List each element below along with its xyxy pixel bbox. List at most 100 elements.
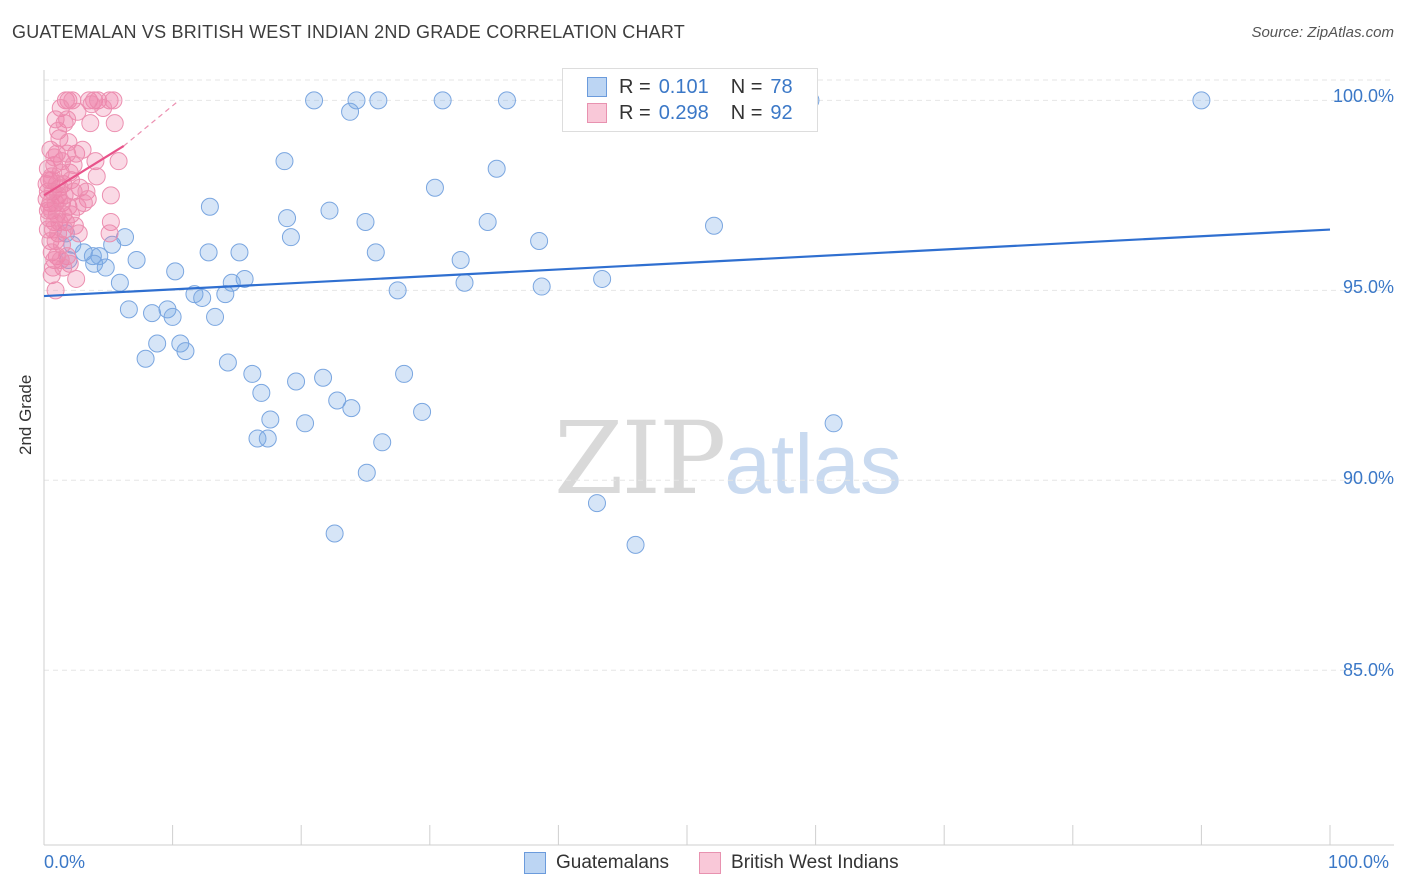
guatemalan-point [218, 353, 237, 372]
legend-n-label: N = [730, 101, 763, 124]
guatemalan-point [356, 212, 375, 231]
guatemalan-point [287, 372, 306, 391]
series-legend: Guatemalans British West Indians [524, 852, 929, 874]
guatemalan-point [357, 463, 376, 482]
guatemalan-point [626, 535, 645, 554]
guatemalan-point [328, 391, 347, 410]
guatemalan-point [148, 334, 167, 353]
legend-swatch-pink [587, 103, 607, 123]
legend-label: British West Indians [731, 852, 899, 873]
guatemalan-point [143, 304, 162, 323]
guatemalan-point [425, 178, 444, 197]
legend-n-label: N = [730, 75, 763, 98]
british-west-indian-point [51, 98, 70, 117]
guatemalan-point [1192, 91, 1211, 110]
british-west-indian-point [45, 250, 64, 269]
guatemalan-point [199, 243, 218, 262]
british-west-indian-point [49, 121, 68, 140]
british-west-indian-point [68, 102, 87, 121]
british-west-indian-point [44, 258, 63, 277]
british-west-indian-point [59, 133, 78, 152]
british-west-indian-point [42, 266, 61, 285]
guatemalan-point [388, 281, 407, 300]
guatemalan-point [119, 300, 138, 319]
british-west-indian-point [55, 114, 74, 133]
guatemalan-point [395, 364, 414, 383]
guatemalan-point [235, 269, 254, 288]
british-west-indian-point [73, 140, 92, 159]
british-west-indian-point [94, 98, 113, 117]
guatemalan-point [433, 91, 452, 110]
guatemalan-point [314, 368, 333, 387]
legend-n-value: 78 [770, 75, 793, 98]
trend-line-extension [123, 99, 180, 147]
british-west-indian-point [42, 167, 61, 186]
source-label: Source: ZipAtlas.com [1251, 24, 1394, 41]
legend-r-label: R = [619, 75, 651, 98]
guatemalan-point [110, 273, 129, 292]
british-west-indian-point [45, 148, 64, 167]
guatemalan-point [305, 91, 324, 110]
guatemalan-point [325, 524, 344, 543]
chart-title: GUATEMALAN VS BRITISH WEST INDIAN 2ND GR… [12, 22, 685, 42]
guatemalan-point [413, 402, 432, 421]
legend-swatch-blue [524, 852, 546, 874]
guatemalan-point [587, 494, 606, 513]
guatemalan-point [593, 269, 612, 288]
british-west-indian-point [41, 231, 60, 250]
british-west-indian-point [77, 182, 96, 201]
british-west-indian-point [87, 167, 106, 186]
guatemalan-point [193, 288, 212, 307]
guatemalan-point [497, 91, 516, 110]
guatemalan-point [824, 414, 843, 433]
guatemalan-point [258, 429, 277, 448]
british-west-indian-point [67, 269, 86, 288]
y-tick-label: 85.0% [1342, 660, 1394, 680]
y-axis-label: 2nd Grade [16, 374, 35, 455]
british-west-indian-point [64, 155, 83, 174]
legend-label: Guatemalans [556, 852, 670, 873]
guatemalan-point [275, 152, 294, 171]
legend-n-value: 92 [770, 101, 793, 124]
x-tick-label: 0.0% [44, 852, 86, 872]
guatemalan-point [347, 91, 366, 110]
guatemalan-point [176, 342, 195, 361]
trend-line [43, 145, 125, 197]
british-west-indian-point [104, 91, 123, 110]
guatemalan-point [206, 307, 225, 326]
correlation-legend: R = 0.101 N = 78 R = 0.298 N = 92 [562, 68, 818, 132]
guatemalan-point [369, 91, 388, 110]
guatemalan-point [532, 277, 551, 296]
guatemalan-point [296, 414, 315, 433]
british-west-indian-point [51, 250, 70, 269]
guatemalan-point [136, 349, 155, 368]
legend-swatch-blue [587, 77, 607, 97]
legend-r-value: 0.298 [658, 101, 709, 124]
british-west-indian-point [74, 193, 93, 212]
guatemalan-point [366, 243, 385, 262]
british-west-indian-point [105, 114, 124, 133]
british-west-indian-point [53, 235, 72, 254]
guatemalan-point [487, 159, 506, 178]
legend-item-guatemalans: Guatemalans [524, 852, 669, 874]
legend-row-guatemalans: R = 0.101 N = 78 [587, 75, 793, 99]
guatemalan-point [216, 285, 235, 304]
british-west-indian-point [82, 95, 101, 114]
guatemalan-point [163, 307, 182, 326]
british-west-indian-point [69, 224, 88, 243]
y-tick-label: 100.0% [1332, 86, 1394, 106]
guatemalan-point [74, 243, 93, 262]
guatemalan-point [451, 250, 470, 269]
legend-item-british-west-indians: British West Indians [699, 852, 899, 874]
guatemalan-point [342, 399, 361, 418]
guatemalan-point [252, 383, 271, 402]
british-west-indian-point [101, 212, 120, 231]
x-tick-label: 100.0% [1328, 852, 1390, 872]
guatemalan-point [373, 433, 392, 452]
british-west-indian-point [100, 91, 119, 110]
guatemalan-point [127, 250, 146, 269]
guatemalan-point [85, 254, 104, 273]
y-tick-label: 90.0% [1342, 468, 1394, 488]
guatemalan-point [278, 209, 297, 228]
